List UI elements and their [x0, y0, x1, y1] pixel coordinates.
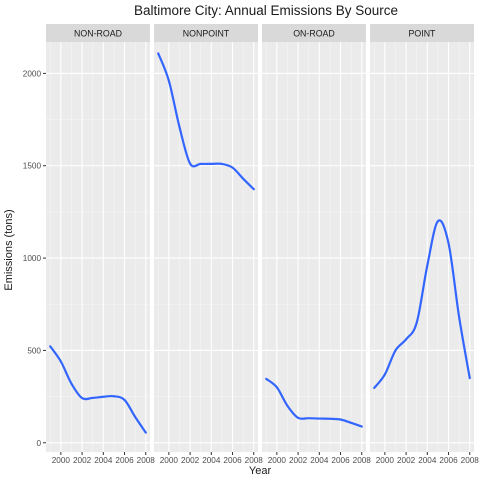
x-tick-label: 2000 — [376, 456, 395, 465]
x-tick-label: 2006 — [439, 456, 458, 465]
x-tick-label: 2006 — [223, 456, 242, 465]
facet-strip-label: NONPOINT — [183, 29, 230, 39]
x-tick-label: 2002 — [181, 456, 200, 465]
facet-panel-on-road: ON-ROAD — [262, 24, 366, 452]
x-tick-label: 2002 — [289, 456, 308, 465]
facet-panel-point: POINT — [370, 24, 474, 452]
x-tick-label: 2008 — [353, 456, 372, 465]
y-tick-label: 1500 — [23, 162, 42, 171]
facet-strip — [370, 24, 474, 42]
series-line-nonpoint — [157, 52, 255, 191]
facet-strip — [262, 24, 366, 42]
x-tick-label: 2006 — [331, 456, 350, 465]
facet-panel-nonpoint: NONPOINT — [154, 24, 258, 452]
y-axis-label: Emissions (tons) — [3, 209, 15, 290]
x-tick-label: 2004 — [94, 456, 113, 465]
panel-background — [46, 42, 150, 452]
x-tick-label: 2008 — [245, 456, 264, 465]
facet-panel-non-road: NON-ROAD — [46, 24, 150, 452]
y-tick-label: 1000 — [23, 254, 42, 263]
x-tick-label: 2000 — [52, 456, 71, 465]
chart-title: Baltimore City: Annual Emissions By Sour… — [134, 3, 398, 18]
panel-background — [154, 42, 258, 452]
y-tick-label: 2000 — [23, 69, 42, 78]
y-axis: 0 500 1000 1500 2000 — [23, 69, 46, 448]
x-tick-label: 2004 — [310, 456, 329, 465]
facet-strip-label: POINT — [409, 29, 437, 39]
x-tick-label: 2000 — [268, 456, 287, 465]
series-line-non-road — [49, 345, 147, 434]
series-line-on-road — [265, 377, 363, 428]
x-tick-label: 2008 — [461, 456, 480, 465]
x-axis-label: Year — [249, 465, 272, 477]
x-tick-label: 2008 — [137, 456, 156, 465]
facet-strip — [154, 24, 258, 42]
panel-background — [370, 42, 474, 452]
x-tick-label: 2004 — [202, 456, 221, 465]
x-tick-label: 2006 — [115, 456, 134, 465]
facet-strip-label: ON-ROAD — [293, 29, 335, 39]
panel-background — [262, 42, 366, 452]
facet-strip-label: NON-ROAD — [74, 29, 122, 39]
x-tick-label: 2002 — [397, 456, 416, 465]
series-line-point — [373, 219, 471, 390]
x-tick-label: 2000 — [160, 456, 179, 465]
facet-panels: NON-ROAD NONPOINT ON-ROAD POINT — [46, 24, 474, 452]
y-tick-label: 500 — [27, 346, 41, 355]
x-tick-label: 2004 — [418, 456, 437, 465]
y-tick-label: 0 — [36, 439, 41, 448]
facet-strip — [46, 24, 150, 42]
x-axis: 2000 2002 2004 2006 2008 2000 2002 2004 2006 2008… — [52, 452, 480, 465]
x-tick-label: 2002 — [73, 456, 92, 465]
